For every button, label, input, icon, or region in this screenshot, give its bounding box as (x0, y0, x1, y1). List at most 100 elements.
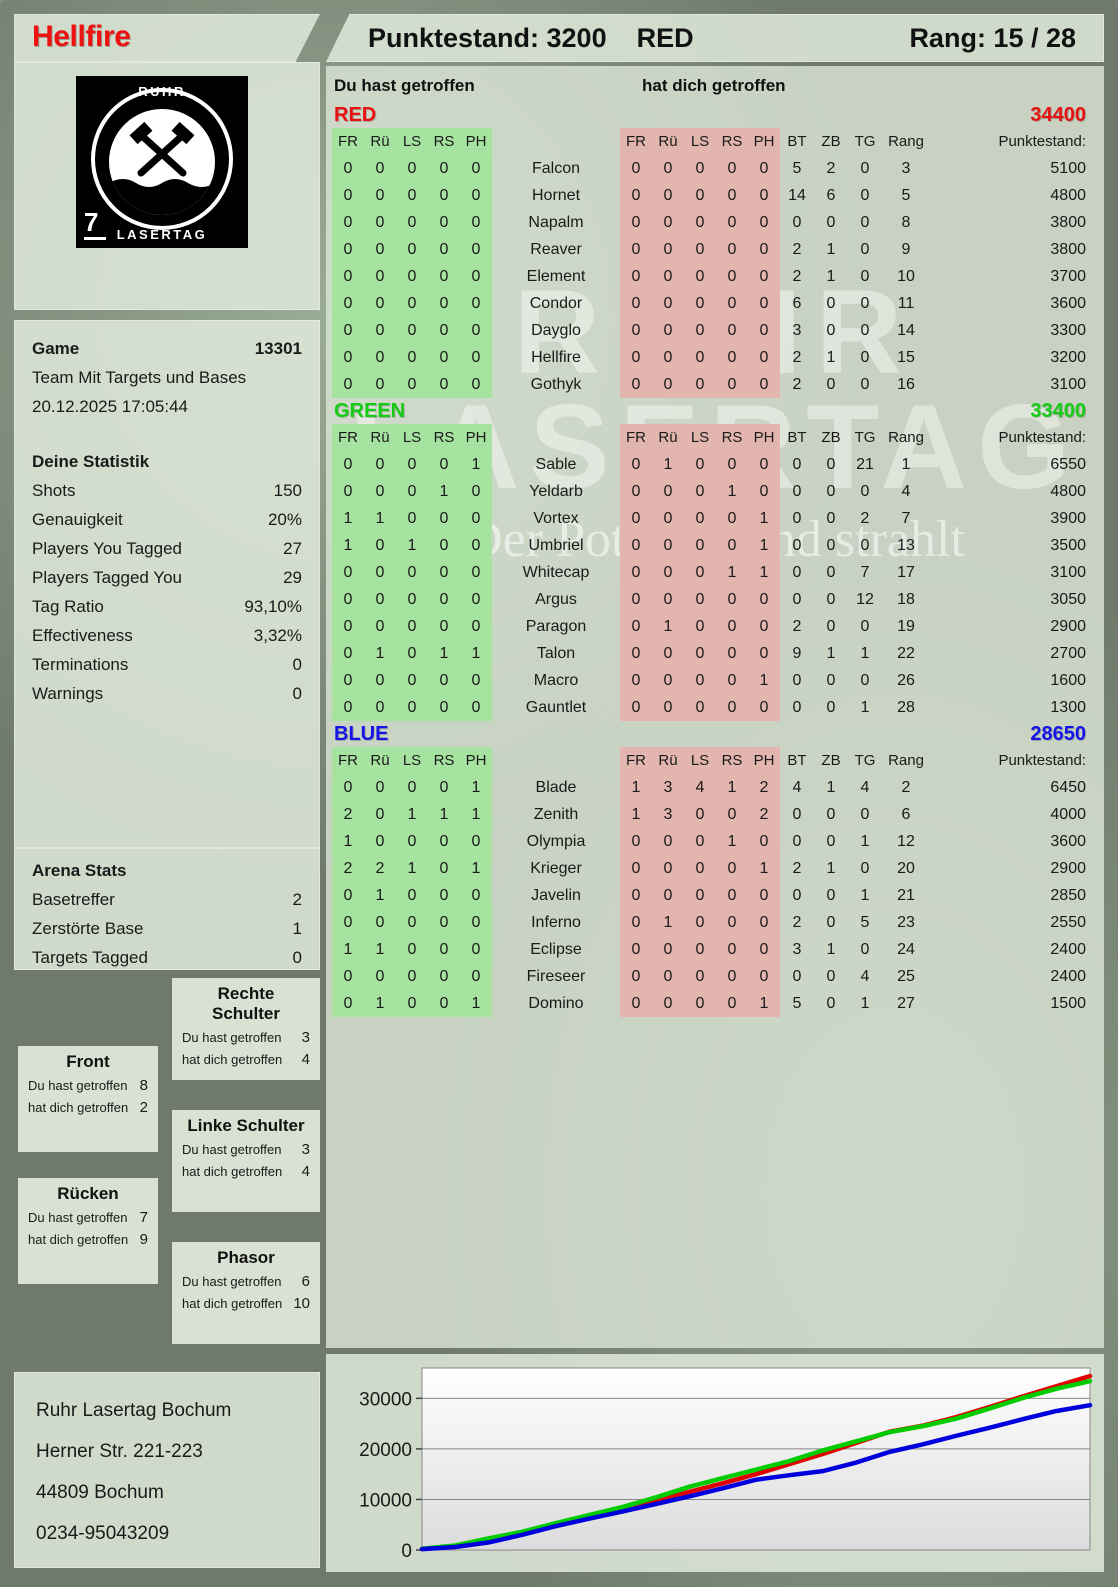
cell-points: 3200 (1050, 349, 1086, 366)
address-line: Ruhr Lasertag Bochum (36, 1400, 232, 1421)
table-row[interactable]: 0 0 0 0 0 Whitecap 0 0 0 1 1 0 0 7 17 3100 (332, 559, 1090, 586)
cell-tg: 2 (860, 510, 870, 527)
cell-them-PH: 2 (748, 801, 780, 828)
col-player-name (492, 128, 620, 155)
table-row[interactable]: 0 0 0 0 0 Hornet 0 0 0 0 0 14 6 0 5 4800 (332, 182, 1090, 209)
cell-you-LS: 0 (396, 613, 428, 640)
table-row[interactable]: 0 0 0 0 0 Paragon 0 1 0 0 0 2 0 0 19 2900 (332, 613, 1090, 640)
cell-them-Rü: 0 (652, 155, 684, 182)
cell-you-RS: 1 (428, 640, 460, 667)
hitzone-hit-you-label: hat dich getroffen (28, 1100, 129, 1115)
hitzone-hit-you-value: 2 (139, 1099, 148, 1116)
cell-them-FR: 0 (620, 290, 652, 317)
table-row[interactable]: 0 1 0 0 0 Javelin 0 0 0 0 0 0 0 1 21 2850 (332, 882, 1090, 909)
cell-them-PH: 1 (748, 667, 780, 694)
table-row[interactable]: 0 0 0 0 0 Inferno 0 1 0 0 0 2 0 5 23 2550 (332, 909, 1090, 936)
cell-them-Rü: 0 (652, 344, 684, 371)
cell-player-name: Javelin (531, 887, 581, 904)
table-row[interactable]: 0 1 0 0 1 Domino 0 0 0 0 1 5 0 1 27 1500 (332, 990, 1090, 1017)
table-row[interactable]: 0 0 0 0 0 Argus 0 0 0 0 0 0 0 12 18 3050 (332, 586, 1090, 613)
logo-disc (109, 109, 215, 215)
table-row[interactable]: 2 0 1 1 1 Zenith 1 3 0 0 2 0 0 0 6 4000 (332, 801, 1090, 828)
player-stats-list: Shots 150 Genauigkeit 20% Players You Tagged… (32, 476, 302, 708)
hitzone-hit-you-value: 4 (301, 1163, 310, 1180)
cell-you-RS: 0 (428, 451, 460, 478)
cell-rank: 5 (901, 187, 911, 204)
hitzone-title: Rücken (57, 1184, 119, 1203)
table-row[interactable]: 0 0 0 0 0 Dayglo 0 0 0 0 0 3 0 0 14 3300 (332, 317, 1090, 344)
cell-player-name: Domino (528, 995, 584, 1012)
cell-bt: 9 (792, 645, 802, 662)
player-name-plate: Hellfire (14, 14, 320, 62)
cell-tg: 4 (860, 779, 870, 796)
table-row[interactable]: 2 2 1 0 1 Krieger 0 0 0 0 1 2 1 0 20 2900 (332, 855, 1090, 882)
header-team: RED (636, 22, 694, 53)
cell-player-name: Umbriel (528, 537, 584, 554)
cell-player-name: Hornet (531, 187, 581, 204)
cell-tg: 1 (860, 995, 870, 1012)
page-title: Hellfire (32, 20, 131, 53)
table-row[interactable]: 0 0 0 0 1 Sable 0 1 0 0 0 0 0 21 1 6550 (332, 451, 1090, 478)
hitzone-you-hit-label: Du hast getroffen (182, 1274, 282, 1289)
cell-them-Rü: 1 (652, 451, 684, 478)
table-row[interactable]: 0 0 0 0 0 Fireseer 0 0 0 0 0 0 0 4 25 2400 (332, 963, 1090, 990)
table-row[interactable]: 0 0 0 0 0 Gothyk 0 0 0 0 0 2 0 0 16 3100 (332, 371, 1090, 398)
table-row[interactable]: 1 0 0 0 0 Olympia 0 0 0 1 0 0 0 1 12 3600 (332, 828, 1090, 855)
hitzone-you-hit-value: 6 (301, 1273, 310, 1290)
hitzone-you-hit-row: Du hast getroffen 6 (182, 1271, 310, 1293)
cell-them-FR: 0 (620, 613, 652, 640)
cell-them-LS: 0 (684, 344, 716, 371)
table-row[interactable]: 0 0 0 0 0 Napalm 0 0 0 0 0 0 0 0 8 3800 (332, 209, 1090, 236)
cell-you-FR: 0 (332, 209, 364, 236)
cell-them-FR: 0 (620, 586, 652, 613)
cell-them-FR: 0 (620, 694, 652, 721)
table-row[interactable]: 0 0 0 0 0 Condor 0 0 0 0 0 6 0 0 11 3600 (332, 290, 1090, 317)
table-row[interactable]: 0 0 0 0 0 Gauntlet 0 0 0 0 0 0 0 1 28 1300 (332, 694, 1090, 721)
cell-tg: 0 (860, 672, 870, 689)
venue-address-panel: Ruhr Lasertag Bochum Herner Str. 221-223 4… (14, 1372, 320, 1568)
cell-bt: 3 (792, 941, 802, 958)
cell-you-FR: 0 (332, 478, 364, 505)
cell-them-Rü: 0 (652, 828, 684, 855)
cell-them-FR: 0 (620, 990, 652, 1017)
hitzone-hit-you-row: hat dich getroffen 9 (28, 1229, 148, 1251)
table-row[interactable]: 0 0 0 0 0 Hellfire 0 0 0 0 0 2 1 0 15 3200 (332, 344, 1090, 371)
cell-them-PH: 2 (748, 774, 780, 801)
cell-bt: 4 (792, 779, 802, 796)
cell-them-Rü: 0 (652, 694, 684, 721)
cell-them-Rü: 0 (652, 559, 684, 586)
cell-them-LS: 0 (684, 855, 716, 882)
cell-you-FR: 0 (332, 290, 364, 317)
cell-them-RS: 0 (716, 155, 748, 182)
teams-container: RED 34400 FR Rü LS RS PH FR Rü LS RS PH BT ZB TG Rang Pu… (332, 102, 1090, 1017)
cell-them-FR: 0 (620, 263, 652, 290)
cell-you-PH: 0 (460, 586, 492, 613)
team-header-green: GREEN 33400 (332, 398, 1090, 424)
table-row[interactable]: 1 1 0 0 0 Eclipse 0 0 0 0 0 3 1 0 24 2400 (332, 936, 1090, 963)
table-row[interactable]: 0 0 0 0 0 Reaver 0 0 0 0 0 2 1 0 9 3800 (332, 236, 1090, 263)
cell-you-RS: 0 (428, 694, 460, 721)
cell-you-RS: 0 (428, 936, 460, 963)
table-row[interactable]: 1 1 0 0 0 Vortex 0 0 0 0 1 0 0 2 7 3900 (332, 505, 1090, 532)
table-row[interactable]: 1 0 1 0 0 Umbriel 0 0 0 0 1 0 0 0 13 3500 (332, 532, 1090, 559)
team-table-green: FR Rü LS RS PH FR Rü LS RS PH BT ZB TG Rang Punktestan… (332, 424, 1090, 721)
cell-points: 3500 (1050, 537, 1086, 554)
cell-them-LS: 0 (684, 290, 716, 317)
address-line: 0234-95043209 (36, 1523, 170, 1544)
table-row[interactable]: 0 1 0 1 1 Talon 0 0 0 0 0 9 1 1 22 2700 (332, 640, 1090, 667)
table-row[interactable]: 0 0 0 0 1 Blade 1 3 4 1 2 4 1 4 2 6450 (332, 774, 1090, 801)
cell-you-FR: 0 (332, 640, 364, 667)
cell-rank: 8 (901, 214, 911, 231)
cell-player-name: Element (526, 268, 586, 285)
cell-you-Rü: 1 (364, 505, 396, 532)
cell-you-PH: 0 (460, 828, 492, 855)
cell-rank: 19 (897, 618, 915, 635)
table-row[interactable]: 0 0 0 0 0 Element 0 0 0 0 0 2 1 0 10 3700 (332, 263, 1090, 290)
table-row[interactable]: 0 0 0 1 0 Yeldarb 0 0 0 1 0 0 0 0 4 4800 (332, 478, 1090, 505)
col-you-Rü: Rü (364, 424, 396, 451)
table-row[interactable]: 0 0 0 0 0 Falcon 0 0 0 0 0 5 2 0 3 5100 (332, 155, 1090, 182)
cell-bt: 0 (792, 887, 802, 904)
cell-them-Rü: 0 (652, 371, 684, 398)
table-row[interactable]: 0 0 0 0 0 Macro 0 0 0 0 1 0 0 0 26 1600 (332, 667, 1090, 694)
cell-them-FR: 0 (620, 532, 652, 559)
